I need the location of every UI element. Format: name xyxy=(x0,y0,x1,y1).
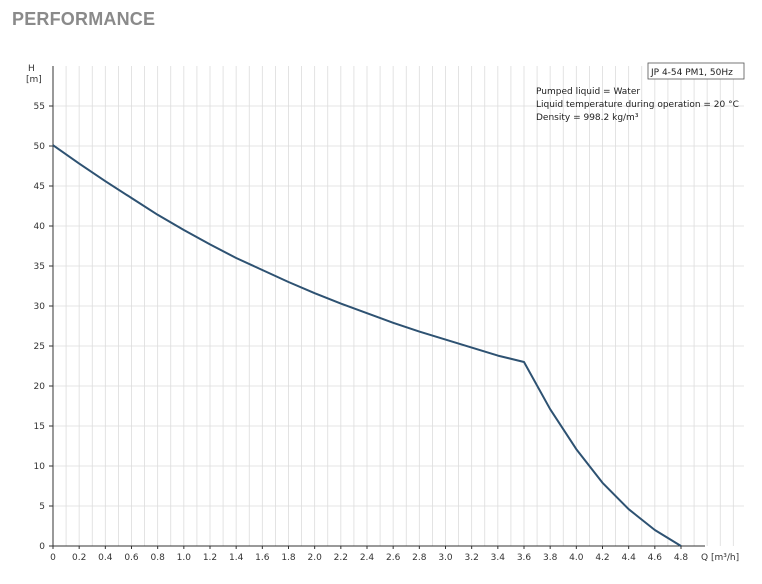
y-tick-label: 50 xyxy=(34,142,46,152)
x-tick-label: 3.0 xyxy=(438,553,453,563)
x-tick-label: 0.4 xyxy=(98,553,113,563)
axes xyxy=(49,66,705,549)
x-tick-label: 4.8 xyxy=(674,553,689,563)
x-tick-label: 3.8 xyxy=(543,553,558,563)
x-tick-label: 0.8 xyxy=(151,553,166,563)
info-box: Pumped liquid = Water Liquid temperature… xyxy=(536,87,739,123)
series xyxy=(52,144,682,547)
x-tick-label: 3.6 xyxy=(517,553,532,563)
chart-title: JP 4-54 PM1, 50Hz xyxy=(650,68,733,78)
y-tick-label: 35 xyxy=(34,262,45,272)
x-tick-label: 4.2 xyxy=(595,553,609,563)
x-tick-label: 4.4 xyxy=(622,553,637,563)
y-tick-label: 0 xyxy=(39,542,45,552)
y-tick-label: 15 xyxy=(34,422,45,432)
x-tick-label: 0 xyxy=(50,553,56,563)
y-tick-label: 30 xyxy=(34,302,46,312)
x-tick-label: 0.2 xyxy=(72,553,86,563)
page-title: PERFORMANCE xyxy=(12,9,156,29)
x-tick-label: 3.4 xyxy=(491,553,506,563)
x-tick-label: 4.6 xyxy=(648,553,663,563)
x-tick-label: 2.2 xyxy=(334,553,348,563)
x-tick-label: 1.2 xyxy=(203,553,217,563)
y-tick-label: 10 xyxy=(34,462,46,472)
x-tick-label: 0.6 xyxy=(124,553,139,563)
info-line: Pumped liquid = Water xyxy=(536,87,640,97)
x-tick-label: 1.4 xyxy=(229,553,244,563)
x-tick-label: 1.0 xyxy=(177,553,192,563)
x-tick-label: 4.0 xyxy=(569,553,584,563)
y-tick-label: 25 xyxy=(34,342,45,352)
y-tick-label: 20 xyxy=(34,382,46,392)
title-box: JP 4-54 PM1, 50Hz xyxy=(647,62,745,80)
x-tick-label: 2.0 xyxy=(308,553,323,563)
x-axis-label: Q [m³/h] xyxy=(701,553,739,563)
x-tick-label: 2.6 xyxy=(386,553,401,563)
x-tick-label: 2.8 xyxy=(412,553,427,563)
x-tick-label: 3.2 xyxy=(465,553,479,563)
x-tick-label: 1.8 xyxy=(281,553,296,563)
performance-curve xyxy=(52,144,682,547)
y-axis-unit: [m] xyxy=(26,75,42,85)
info-line: Liquid temperature during operation = 20… xyxy=(536,100,739,110)
tick-labels: 0 5 10 15 20 25 30 35 40 45 50 55 0 0.2 0.4 0.6 0.8 1.0 1.… xyxy=(34,102,689,563)
y-tick-label: 40 xyxy=(34,222,46,232)
info-line: Density = 998.2 kg/m³ xyxy=(536,113,639,123)
y-tick-label: 55 xyxy=(34,102,45,112)
y-tick-label: 45 xyxy=(34,182,45,192)
grid xyxy=(53,66,744,546)
x-tick-label: 1.6 xyxy=(255,553,270,563)
y-tick-label: 5 xyxy=(39,502,45,512)
x-tick-label: 2.4 xyxy=(360,553,375,563)
y-axis-symbol: H xyxy=(28,64,35,74)
